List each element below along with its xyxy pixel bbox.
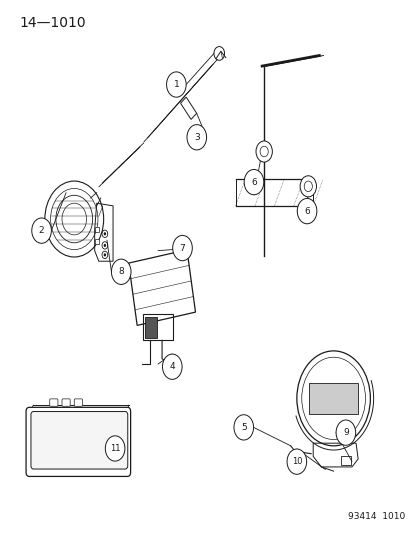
Text: 4: 4 [169,362,175,371]
Text: 93414  1010: 93414 1010 [347,512,404,521]
Text: 10: 10 [291,457,301,466]
FancyBboxPatch shape [74,399,82,406]
Circle shape [172,236,192,261]
Text: 7: 7 [179,244,185,253]
Circle shape [103,253,106,256]
FancyBboxPatch shape [31,411,128,469]
FancyBboxPatch shape [145,317,157,338]
Circle shape [162,354,182,379]
Circle shape [166,72,186,97]
Circle shape [335,420,355,445]
Text: 6: 6 [304,207,309,216]
Text: 6: 6 [251,177,256,187]
Text: 8: 8 [118,267,124,276]
Text: 2: 2 [39,226,44,235]
Text: 5: 5 [240,423,246,432]
FancyBboxPatch shape [309,383,357,414]
Circle shape [286,449,306,474]
Text: 9: 9 [342,428,348,437]
Circle shape [32,218,51,243]
Circle shape [299,176,316,197]
Circle shape [187,125,206,150]
Circle shape [111,259,131,285]
FancyBboxPatch shape [62,399,70,406]
FancyBboxPatch shape [95,239,99,244]
Text: 3: 3 [193,133,199,142]
Circle shape [297,198,316,224]
Text: 1: 1 [173,80,179,89]
Circle shape [103,244,106,247]
FancyBboxPatch shape [50,399,58,406]
Circle shape [244,169,263,195]
Text: 11: 11 [109,444,120,453]
Circle shape [255,141,272,162]
FancyBboxPatch shape [95,227,99,232]
FancyBboxPatch shape [26,407,131,477]
Text: 14—1010: 14—1010 [19,16,85,30]
Circle shape [233,415,253,440]
Circle shape [105,436,125,461]
Circle shape [103,232,106,236]
